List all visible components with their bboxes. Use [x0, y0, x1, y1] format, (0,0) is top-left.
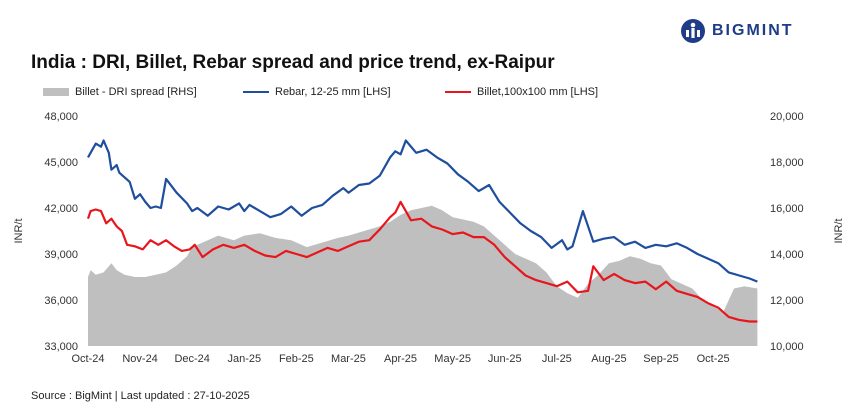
y-right-tick-label: 16,000	[770, 203, 804, 215]
x-tick-label: Feb-25	[279, 353, 314, 365]
x-tick-label: Oct-25	[697, 353, 730, 365]
y-left-axis-label: INR/t	[13, 218, 25, 243]
x-tick-label: Jul-25	[542, 353, 572, 365]
y-left-tick-label: 36,000	[44, 295, 78, 307]
y-left-tick-label: 42,000	[44, 203, 78, 215]
y-left-tick-label: 39,000	[44, 249, 78, 261]
legend-item-rebar: Rebar, 12-25 mm [LHS]	[243, 86, 391, 98]
x-tick-label: Apr-25	[384, 353, 417, 365]
series-line-rebar	[87, 139, 758, 283]
legend-item-spread: Billet - DRI spread [RHS]	[43, 86, 197, 98]
legend-swatch-billet	[445, 91, 471, 93]
x-tick-label: Jan-25	[227, 353, 261, 365]
y-left-tick-label: 48,000	[44, 111, 78, 123]
x-tick-label: Nov-24	[122, 353, 157, 365]
legend-item-billet: Billet,100x100 mm [LHS]	[445, 86, 598, 98]
y-right-axis-label: INR/t	[833, 218, 845, 243]
brand-name: BIGMINT	[712, 22, 794, 39]
y-right-tick-label: 14,000	[770, 249, 804, 261]
x-tick-label: Mar-25	[331, 353, 366, 365]
bigmint-logo-icon	[681, 19, 705, 43]
x-tick-label: Jun-25	[488, 353, 522, 365]
brand-logo: BIGMINT	[680, 18, 794, 44]
chart-legend: Billet - DRI spread [RHS] Rebar, 12-25 m…	[0, 86, 864, 102]
series-area-spread	[88, 205, 758, 346]
y-right-tick-label: 18,000	[770, 157, 804, 169]
y-right-tick-label: 10,000	[770, 341, 804, 353]
y-left-tick-label: 33,000	[44, 341, 78, 353]
x-tick-label: Dec-24	[174, 353, 209, 365]
y-left-tick-label: 45,000	[44, 157, 78, 169]
chart-title: India : DRI, Billet, Rebar spread and pr…	[31, 52, 555, 73]
x-tick-label: May-25	[434, 353, 471, 365]
legend-label-billet: Billet,100x100 mm [LHS]	[477, 86, 599, 98]
legend-label-rebar: Rebar, 12-25 mm [LHS]	[275, 86, 391, 98]
legend-label-spread: Billet - DRI spread [RHS]	[75, 86, 197, 98]
source-note: Source : BigMint | Last updated : 27-10-…	[31, 390, 250, 402]
y-right-tick-label: 12,000	[770, 295, 804, 307]
legend-swatch-rebar	[243, 91, 269, 93]
x-tick-label: Sep-25	[643, 353, 678, 365]
legend-swatch-spread	[43, 88, 69, 96]
x-tick-label: Oct-24	[71, 353, 104, 365]
y-right-tick-label: 20,000	[770, 111, 804, 123]
x-tick-label: Aug-25	[591, 353, 626, 365]
series-line-billet	[86, 200, 758, 323]
